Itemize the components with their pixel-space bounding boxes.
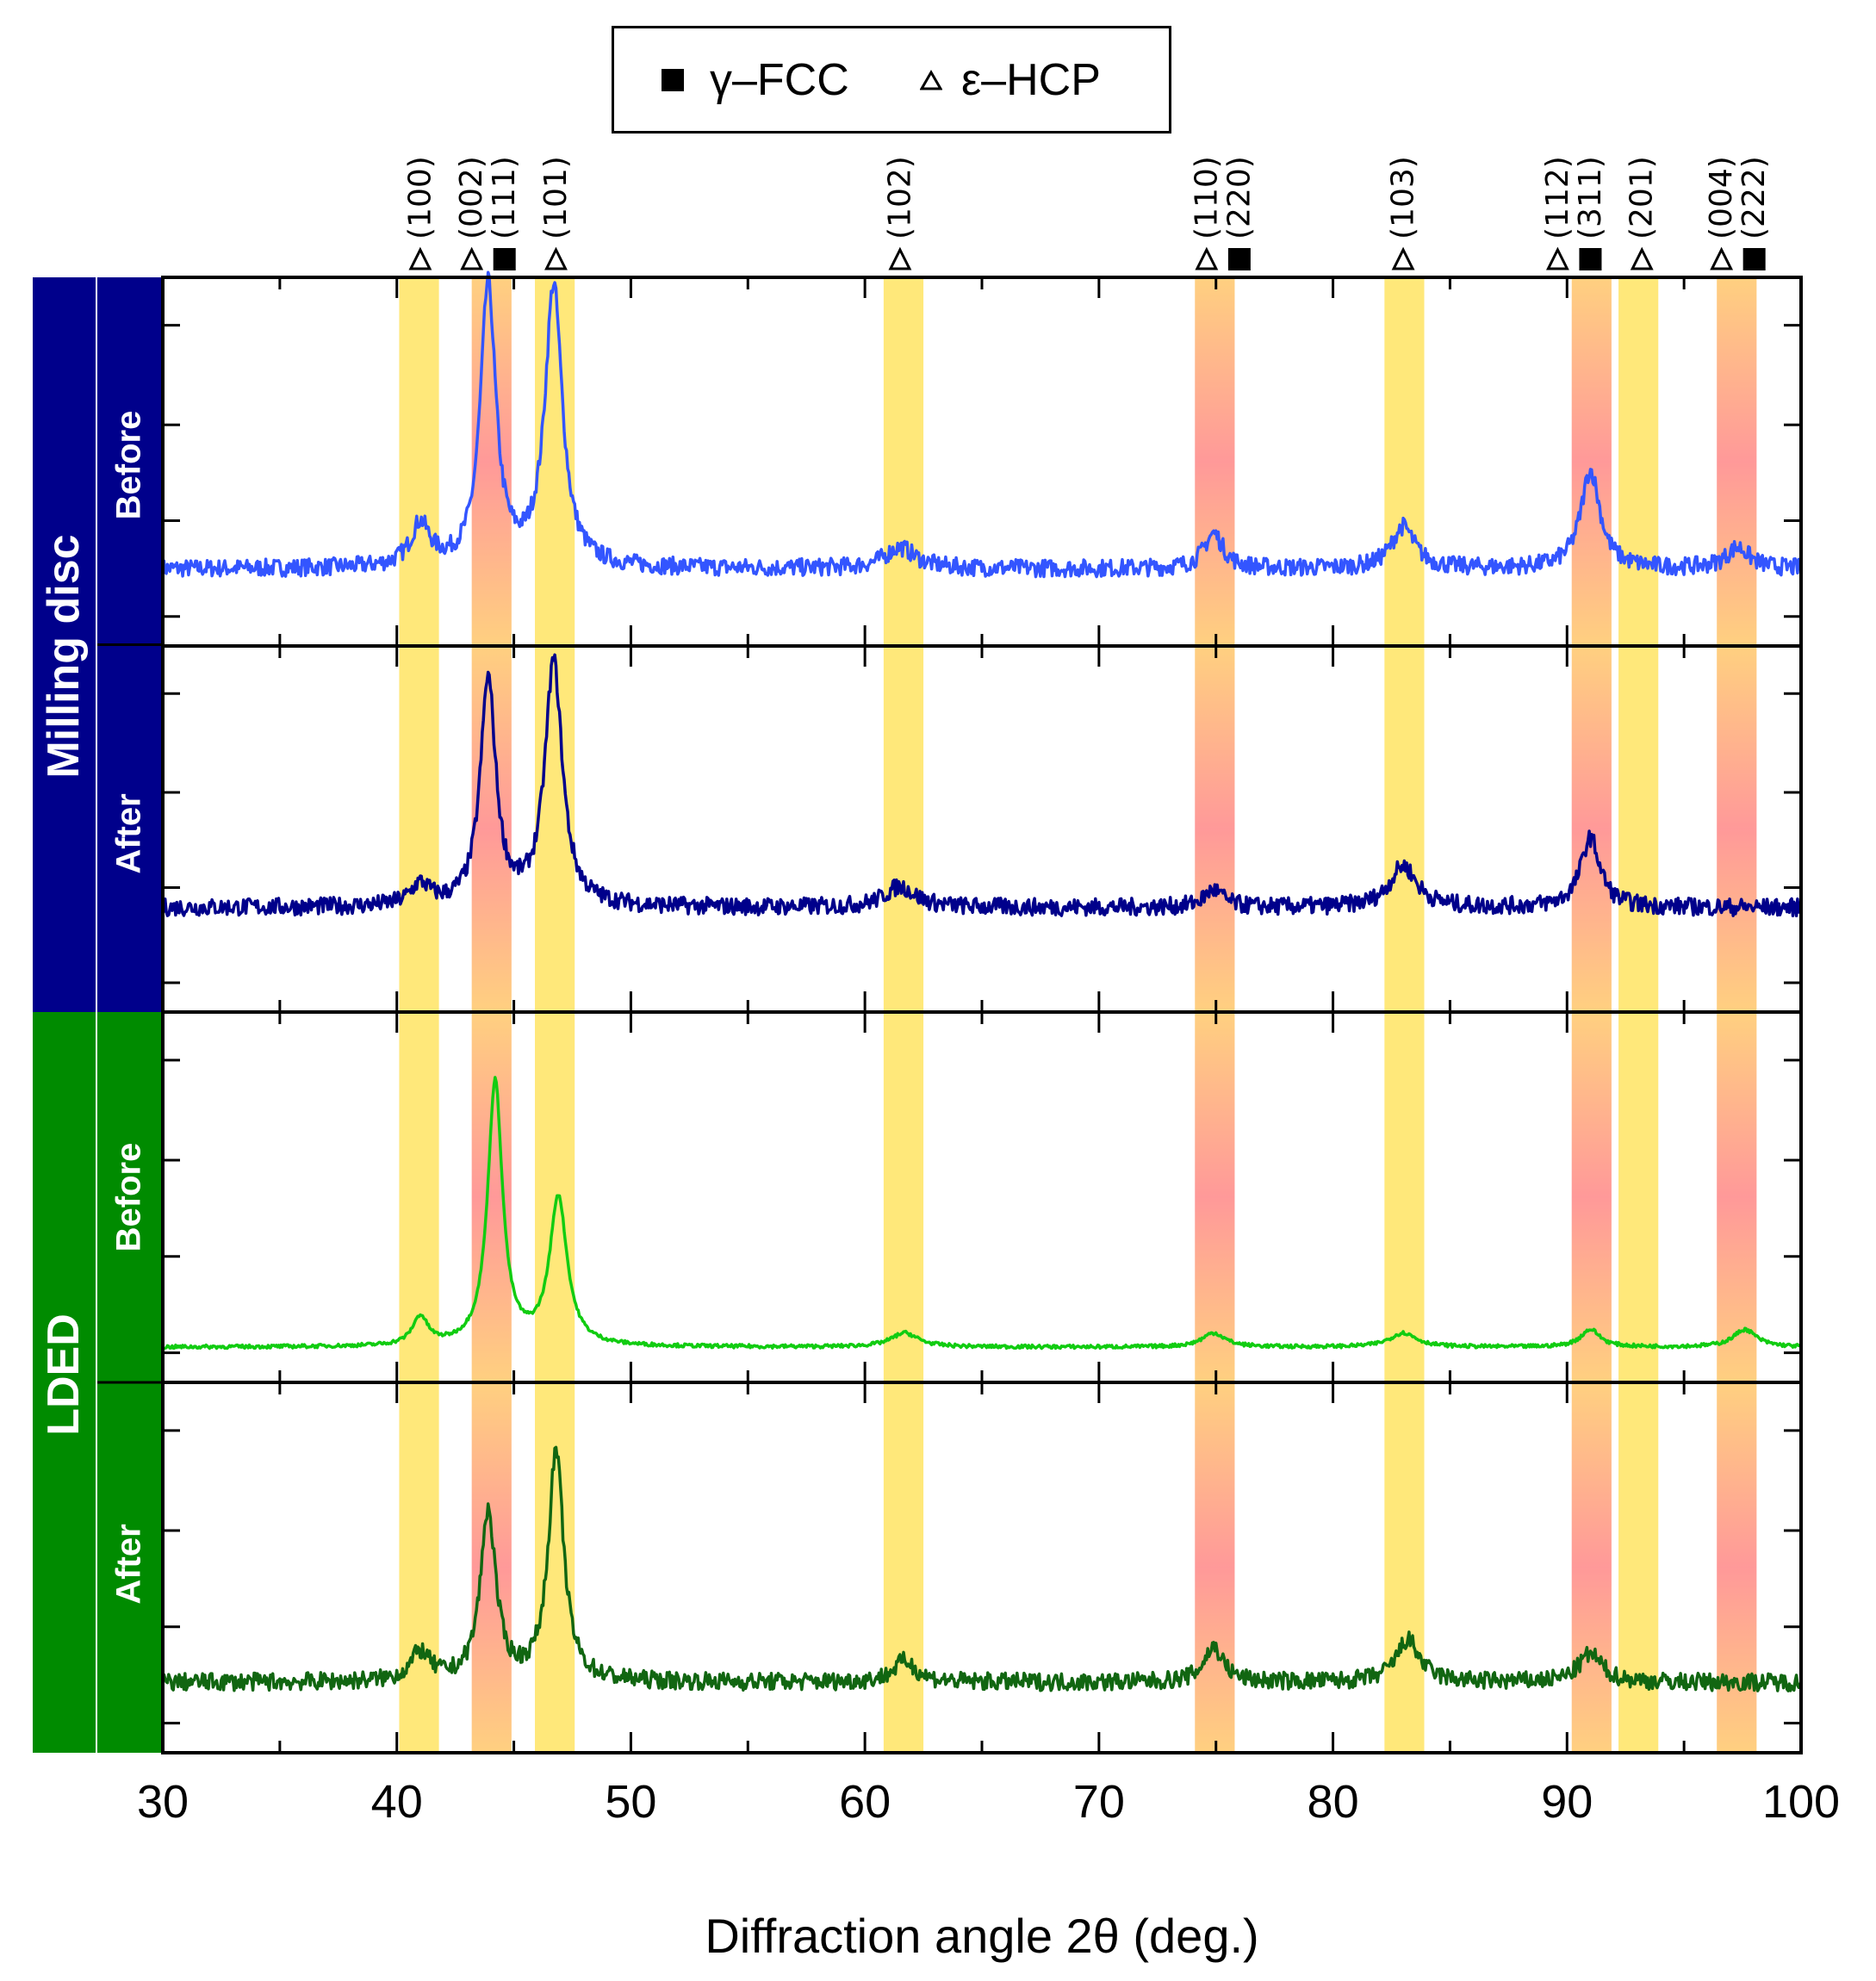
fcc-marker-square <box>1227 248 1251 270</box>
fcc-band <box>1571 646 1612 1012</box>
peak-label: (111) <box>487 156 522 239</box>
peak-label: (220) <box>1221 156 1257 239</box>
x-tick-label: 30 <box>137 1776 189 1828</box>
fcc-marker-square <box>1579 248 1602 270</box>
filled-square-icon <box>662 68 684 91</box>
hcp-band <box>399 277 439 1753</box>
group-block <box>33 1012 96 1753</box>
x-tick-label: 50 <box>605 1776 656 1828</box>
hcp-marker-triangle <box>888 246 912 270</box>
hcp-marker-triangle <box>408 246 432 270</box>
x-axis-title: Diffraction angle 2θ (deg.) <box>705 1909 1259 1963</box>
fcc-band <box>1571 1012 1612 1382</box>
hcp-band <box>883 277 924 1753</box>
hcp-marker-triangle <box>1710 246 1734 270</box>
hcp-marker-triangle <box>1545 246 1569 270</box>
fcc-band <box>1195 277 1235 646</box>
hcp-marker-triangle <box>1391 246 1415 270</box>
group-label-lded: LDED <box>39 1313 89 1436</box>
fcc-marker-square <box>1742 248 1766 270</box>
hcp-band <box>535 277 575 1753</box>
row-label-lded-before: Before <box>109 1142 148 1252</box>
fcc-band <box>1717 1382 1757 1753</box>
row-label-milling-after: After <box>109 793 148 874</box>
peak-label: (201) <box>1624 156 1660 239</box>
x-tick-label: 100 <box>1762 1776 1840 1828</box>
group-label-milling-disc: Milling disc <box>39 534 89 779</box>
trace-line <box>161 1445 1803 1692</box>
row-label-milling-before: Before <box>109 410 148 520</box>
x-tick-label: 90 <box>1541 1776 1593 1828</box>
peak-label: (311) <box>1573 156 1608 239</box>
row-label-lded-after: After <box>109 1524 148 1605</box>
fcc-band <box>1195 646 1235 1012</box>
peak-label: (004) <box>1704 156 1739 239</box>
peak-label: (110) <box>1189 156 1224 239</box>
peak-label: (222) <box>1736 156 1772 239</box>
hcp-marker-triangle <box>460 246 484 270</box>
fcc-band <box>1717 646 1757 1012</box>
trace-line <box>161 1076 1802 1351</box>
peak-label: (102) <box>882 156 917 239</box>
x-tick-label: 40 <box>371 1776 423 1828</box>
trace-line <box>161 653 1803 918</box>
peak-label: (103) <box>1386 156 1421 239</box>
peak-label: (101) <box>538 156 574 239</box>
legend-hcp-label: ε–HCP <box>961 54 1101 105</box>
group-block <box>33 277 96 1012</box>
fcc-marker-square <box>493 248 516 270</box>
fcc-band <box>1195 1382 1235 1753</box>
x-tick-label: 80 <box>1308 1776 1359 1828</box>
peak-label: (100) <box>402 156 438 239</box>
legend-item-hcp: ε–HCP <box>920 28 1101 131</box>
hcp-marker-triangle <box>1630 246 1654 270</box>
peak-label: (002) <box>454 156 489 239</box>
legend-fcc-label: γ–FCC <box>710 54 849 105</box>
hcp-marker-triangle <box>544 246 568 270</box>
x-tick-label: 70 <box>1073 1776 1125 1828</box>
hcp-band <box>1618 277 1659 1753</box>
fcc-band <box>1717 1012 1757 1382</box>
fcc-band <box>471 1012 512 1382</box>
legend: γ–FCC ε–HCP <box>612 26 1171 134</box>
fcc-band <box>1571 1382 1612 1753</box>
fcc-band <box>1717 277 1757 646</box>
fcc-band <box>471 1382 512 1753</box>
fcc-band <box>1195 1012 1235 1382</box>
hcp-marker-triangle <box>1195 246 1219 270</box>
trace-line <box>161 270 1802 579</box>
legend-item-fcc: γ–FCC <box>662 28 849 131</box>
x-tick-label: 60 <box>839 1776 891 1828</box>
hcp-band <box>1384 277 1425 1753</box>
peak-label: (112) <box>1540 156 1575 239</box>
fcc-band <box>1571 277 1612 646</box>
open-triangle-icon <box>920 69 942 90</box>
